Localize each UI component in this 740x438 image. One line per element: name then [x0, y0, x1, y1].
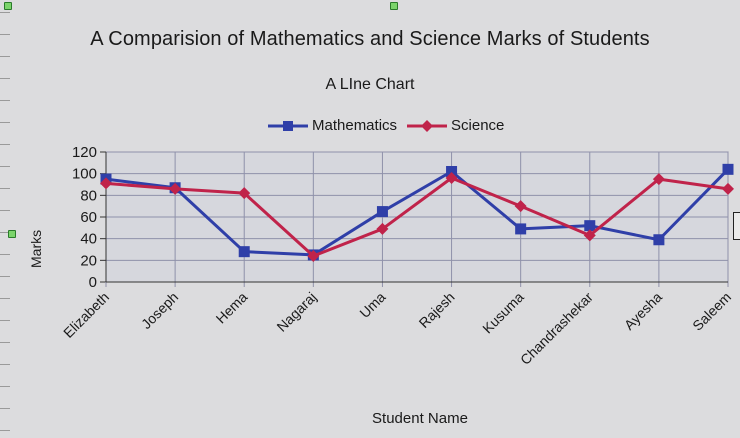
data-point-mathematics — [584, 220, 596, 232]
legend-item-science: Science — [407, 117, 504, 134]
data-point-science — [445, 172, 458, 184]
x-tick-label: Joseph — [138, 289, 181, 332]
data-point-science — [514, 200, 527, 213]
left-ruler — [0, 0, 14, 438]
chart-legend: Mathematics Science — [268, 117, 508, 134]
y-tick-label: 20 — [80, 252, 97, 269]
y-tick-label: 100 — [72, 166, 97, 183]
data-point-mathematics — [722, 163, 734, 175]
selection-handle-middle-left[interactable] — [8, 230, 16, 238]
data-point-mathematics — [446, 166, 458, 177]
legend-label-mathematics: Mathematics — [312, 117, 398, 134]
y-tick-label: 0 — [89, 274, 97, 291]
chart-title: A Comparision of Mathematics and Science… — [90, 28, 650, 50]
data-point-mathematics — [653, 234, 665, 246]
selection-handle-top-left[interactable] — [4, 2, 12, 10]
data-point-mathematics — [376, 206, 388, 218]
chart-subtitle: A LIne Chart — [325, 76, 415, 93]
y-tick-label: 80 — [80, 187, 97, 204]
legend-item-mathematics: Mathematics — [268, 117, 397, 134]
series-line-science — [105, 176, 729, 258]
data-point-science — [376, 222, 389, 235]
data-point-science — [169, 182, 182, 195]
legend-swatch-science — [407, 119, 448, 132]
x-tick-label: Ayesha — [621, 289, 665, 333]
data-point-science — [307, 250, 320, 262]
x-tick-label: Saleem — [689, 289, 734, 334]
x-tick-label: Elizabeth — [60, 289, 112, 341]
legend-label-science: Science — [451, 117, 505, 134]
y-axis-title: Marks — [28, 229, 44, 268]
data-point-mathematics — [238, 246, 250, 258]
data-point-science — [238, 187, 251, 200]
x-tick-label: Chandrashekar — [517, 289, 596, 368]
selection-handle-middle-right[interactable] — [733, 212, 740, 240]
x-tick-label: Nagaraj — [273, 289, 319, 335]
data-point-science — [722, 182, 734, 195]
selection-handle-top-center[interactable] — [390, 2, 398, 10]
y-tick-label: 60 — [80, 209, 97, 226]
x-tick-label: Hema — [213, 289, 251, 327]
data-point-science — [652, 173, 665, 186]
legend-swatch-mathematics — [268, 120, 308, 131]
x-tick-label: Kusuma — [479, 289, 527, 337]
x-tick-label: Uma — [356, 289, 388, 321]
data-point-mathematics — [515, 223, 527, 235]
x-tick-label: Rajesh — [416, 289, 458, 331]
data-point-science — [583, 229, 596, 242]
x-axis-title: Student Name — [372, 410, 468, 427]
y-tick-label: 40 — [80, 231, 97, 248]
data-point-science — [100, 177, 112, 190]
y-tick-label: 120 — [72, 144, 97, 161]
series-line-mathematics — [105, 168, 730, 257]
